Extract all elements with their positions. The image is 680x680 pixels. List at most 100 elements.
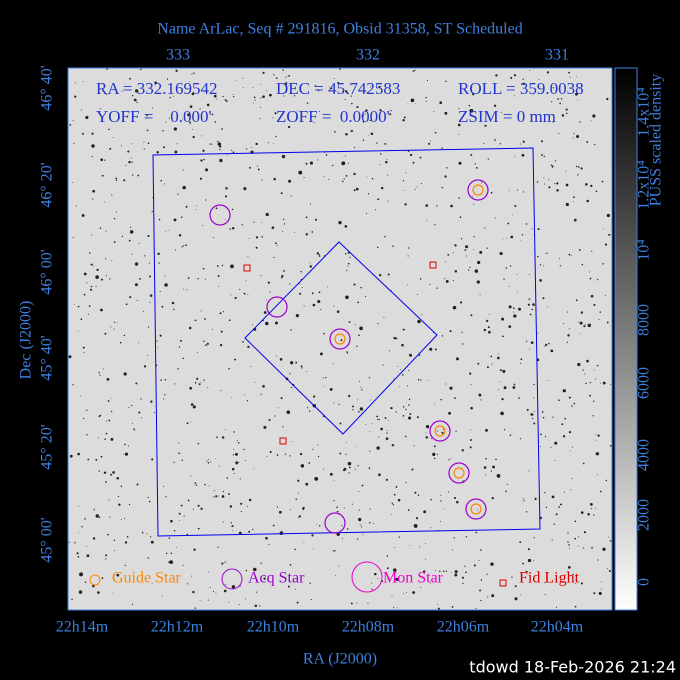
sky-dot bbox=[345, 174, 348, 177]
sky-dot bbox=[328, 85, 330, 87]
sky-dot bbox=[275, 135, 277, 138]
sky-dot bbox=[109, 516, 111, 518]
sky-dot bbox=[465, 536, 468, 538]
sky-dot bbox=[574, 537, 577, 540]
sky-dot bbox=[124, 564, 126, 567]
sky-dot bbox=[502, 335, 504, 338]
sky-dot bbox=[505, 267, 507, 269]
sky-dot bbox=[419, 278, 422, 280]
sky-dot bbox=[590, 502, 593, 506]
sky-dot bbox=[590, 184, 593, 188]
sky-dot bbox=[436, 205, 438, 207]
sky-dot bbox=[542, 297, 545, 300]
sky-dot bbox=[409, 353, 413, 357]
sky-dot bbox=[276, 454, 279, 456]
sky-dot bbox=[454, 397, 456, 400]
sky-dot bbox=[585, 183, 588, 186]
sky-dot bbox=[278, 510, 282, 514]
sky-dot bbox=[247, 256, 249, 258]
sky-dot bbox=[444, 175, 447, 178]
sky-dot bbox=[445, 80, 447, 83]
sky-dot bbox=[571, 446, 573, 448]
sky-dot bbox=[100, 278, 103, 281]
sky-dot bbox=[529, 313, 532, 316]
sky-dot bbox=[135, 89, 139, 93]
sky-dot bbox=[358, 380, 360, 382]
sky-dot bbox=[323, 386, 325, 388]
sky-dot bbox=[352, 409, 354, 411]
sky-dot bbox=[123, 454, 124, 455]
sky-dot bbox=[593, 400, 595, 402]
sky-dot bbox=[83, 272, 87, 276]
sky-dot bbox=[475, 607, 477, 609]
sky-dot bbox=[380, 186, 384, 190]
sky-dot bbox=[289, 563, 292, 566]
sky-dot bbox=[154, 81, 158, 85]
sky-dot bbox=[592, 114, 596, 118]
sky-dot bbox=[380, 427, 383, 431]
sky-dot bbox=[202, 149, 205, 152]
sky-dot bbox=[346, 528, 349, 530]
sky-dot bbox=[589, 271, 591, 273]
sky-dot bbox=[264, 321, 269, 326]
sky-dot bbox=[233, 472, 235, 474]
sky-dot bbox=[580, 511, 584, 514]
sky-dot bbox=[440, 500, 442, 502]
sky-dot bbox=[69, 124, 72, 126]
sky-dot bbox=[560, 503, 562, 506]
sky-dot bbox=[430, 140, 432, 142]
sky-dot bbox=[514, 585, 517, 588]
sky-dot bbox=[431, 437, 433, 439]
sky-dot bbox=[598, 319, 600, 321]
sky-dot bbox=[222, 95, 224, 98]
sky-dot bbox=[330, 87, 333, 90]
sky-dot bbox=[366, 176, 368, 178]
sky-dot bbox=[562, 322, 564, 324]
top-tick-label: 333 bbox=[166, 47, 190, 64]
sky-dot bbox=[461, 331, 463, 333]
sky-dot bbox=[274, 112, 277, 115]
sky-dot bbox=[450, 204, 453, 208]
sky-dot bbox=[118, 503, 121, 506]
sky-dot bbox=[433, 445, 436, 448]
sky-dot bbox=[148, 262, 151, 264]
sky-dot bbox=[276, 355, 277, 357]
sky-dot bbox=[228, 319, 231, 322]
sky-dot bbox=[78, 532, 80, 534]
sky-dot bbox=[344, 252, 347, 255]
sky-dot bbox=[147, 142, 150, 144]
sky-dot bbox=[81, 526, 83, 528]
sky-dot bbox=[373, 523, 374, 524]
sky-dot bbox=[444, 260, 446, 262]
sky-dot bbox=[514, 156, 516, 158]
sky-dot bbox=[608, 536, 609, 538]
sky-dot bbox=[600, 581, 602, 583]
sky-dot bbox=[189, 121, 191, 124]
sky-dot bbox=[565, 202, 569, 207]
sky-dot bbox=[190, 403, 194, 406]
sky-dot bbox=[430, 498, 432, 501]
sky-dot bbox=[238, 604, 240, 606]
sky-dot bbox=[317, 299, 321, 304]
sky-dot bbox=[138, 242, 140, 244]
sky-dot bbox=[379, 153, 382, 155]
sky-dot bbox=[305, 370, 307, 372]
sky-dot bbox=[299, 452, 303, 456]
sky-dot bbox=[213, 94, 217, 98]
sky-dot bbox=[300, 464, 305, 468]
sky-dot bbox=[362, 121, 365, 123]
sky-dot bbox=[436, 454, 438, 456]
sky-dot bbox=[126, 535, 129, 538]
sky-dot bbox=[290, 361, 294, 365]
sky-dot bbox=[469, 266, 471, 269]
sky-dot bbox=[109, 147, 112, 150]
sky-dot bbox=[280, 531, 283, 533]
sky-dot bbox=[287, 119, 289, 120]
sky-dot bbox=[558, 132, 560, 134]
sky-dot bbox=[395, 486, 398, 488]
sky-dot bbox=[120, 485, 123, 488]
sky-dot bbox=[377, 246, 379, 249]
sky-dot bbox=[332, 363, 334, 365]
sky-dot bbox=[172, 96, 174, 97]
sky-dot bbox=[228, 367, 230, 370]
